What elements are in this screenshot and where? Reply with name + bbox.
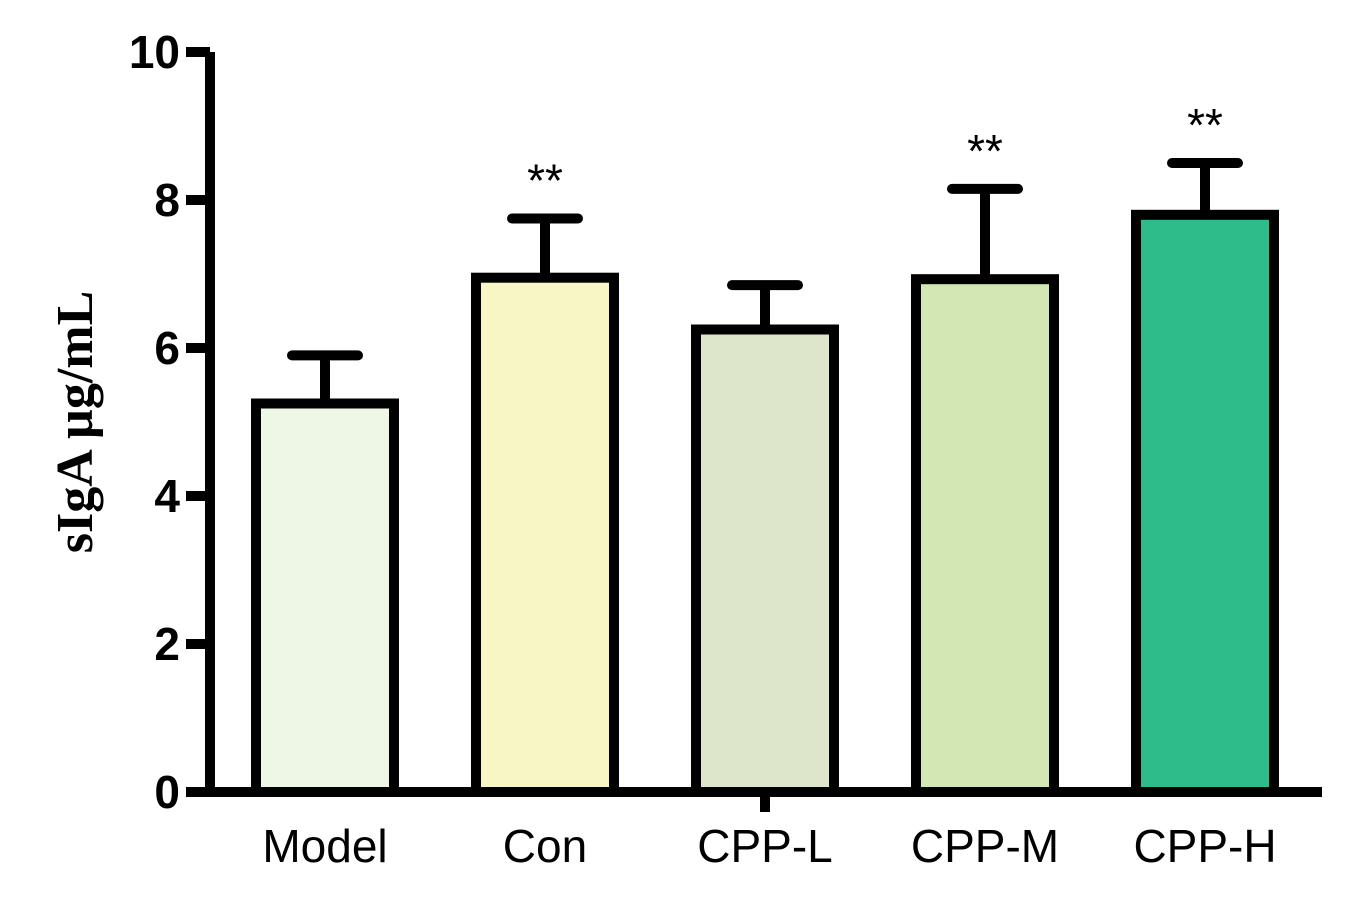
bar-cpp-m xyxy=(911,274,1059,797)
labels-layer: Model ** Con CPP-L ** CPP-M ** CPP-H 0 2 4 6 8 10 sIgA… xyxy=(47,26,1277,872)
axes-layer xyxy=(186,47,1322,812)
bar-model xyxy=(251,398,399,797)
y-axis-title: sIgA µg/mL xyxy=(47,291,104,554)
bar-con xyxy=(471,272,619,797)
error-bars-layer xyxy=(287,158,1243,404)
y-tick-label-6: 6 xyxy=(154,322,180,374)
y-tick-label-2: 2 xyxy=(154,618,180,670)
x-tick-label-model: Model xyxy=(262,820,387,872)
significance-label-cpp-h: ** xyxy=(1187,99,1223,151)
x-tick-label-cpp-m: CPP-M xyxy=(911,820,1059,872)
y-tick-label-0: 0 xyxy=(154,766,180,818)
bar-cpp-l xyxy=(691,324,839,797)
x-tick-label-cpp-h: CPP-H xyxy=(1133,820,1276,872)
y-tick-label-4: 4 xyxy=(154,470,180,522)
x-tick-label-con: Con xyxy=(503,820,587,872)
y-tick-label-8: 8 xyxy=(154,174,180,226)
significance-label-cpp-m: ** xyxy=(967,125,1003,177)
significance-label-con: ** xyxy=(527,155,563,207)
bar-cpp-h xyxy=(1131,209,1279,798)
x-tick-label-cpp-l: CPP-L xyxy=(697,820,832,872)
y-tick-label-10: 10 xyxy=(129,26,180,78)
